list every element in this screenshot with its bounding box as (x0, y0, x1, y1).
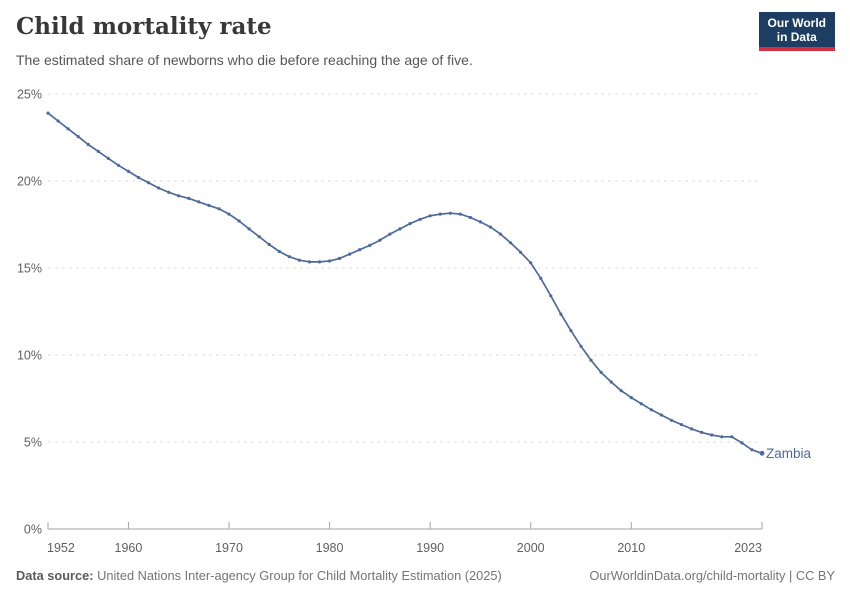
data-point-marker (498, 232, 503, 236)
x-axis-tick-label: 1960 (115, 541, 143, 555)
data-point-marker (66, 127, 70, 131)
data-point-marker (56, 119, 60, 123)
data-point-marker (599, 370, 603, 374)
x-axis-tick-label: 1990 (416, 541, 444, 555)
x-axis-tick-label: 1970 (215, 541, 243, 555)
data-point-marker (398, 227, 402, 231)
data-point-marker (297, 258, 301, 262)
data-point-marker (448, 211, 452, 215)
data-point-marker (227, 212, 231, 216)
data-point-marker (106, 156, 110, 160)
data-point-marker (519, 250, 523, 254)
series-label-zambia[interactable]: Zambia (766, 446, 812, 461)
data-point-marker (76, 135, 80, 139)
data-source-value: United Nations Inter-agency Group for Ch… (93, 568, 502, 583)
data-point-marker (589, 358, 593, 362)
data-point-marker (96, 149, 100, 153)
y-axis-tick-label: 20% (17, 175, 42, 189)
data-point-marker (720, 435, 724, 439)
data-source-text: Data source: United Nations Inter-agency… (16, 568, 502, 583)
data-point-marker (438, 212, 442, 216)
x-axis-tick-label: 2010 (617, 541, 645, 555)
data-point-marker (690, 427, 694, 431)
x-axis-tick-label: 1952 (47, 541, 75, 555)
data-source-label: Data source: (16, 568, 94, 583)
data-point-marker (46, 111, 50, 115)
data-point-marker (328, 259, 332, 263)
data-point-marker (730, 435, 734, 439)
data-point-marker (509, 241, 513, 245)
data-point-marker (609, 380, 613, 384)
data-point-marker (187, 196, 191, 200)
data-point-marker (368, 243, 372, 247)
data-point-marker (358, 248, 362, 252)
data-point-marker (740, 441, 744, 445)
data-point-marker (579, 344, 583, 348)
data-point-marker (338, 256, 342, 260)
data-point-marker (267, 242, 271, 247)
data-point-marker (237, 219, 241, 223)
data-point-marker (468, 215, 472, 220)
data-point-marker (669, 418, 674, 422)
data-point-marker (287, 255, 291, 259)
data-point-marker (408, 222, 412, 226)
data-point-marker (629, 396, 633, 400)
x-axis-tick-label: 2000 (517, 541, 545, 555)
page-title: Child mortality rate (16, 13, 272, 40)
data-point-marker (539, 276, 543, 280)
data-point-marker (207, 203, 211, 207)
data-point-marker (418, 217, 422, 221)
data-point-marker (388, 232, 392, 236)
zambia-line (47, 112, 763, 455)
data-point-marker (116, 163, 120, 167)
y-axis-tick-label: 5% (24, 436, 42, 450)
owid-logo[interactable]: Our World in Data (758, 12, 835, 51)
data-point-marker (378, 238, 382, 242)
data-point-marker (559, 312, 563, 316)
data-point-marker (348, 252, 352, 256)
data-point-marker (549, 294, 553, 298)
data-point-marker (759, 450, 765, 456)
data-point-marker (458, 212, 462, 216)
data-point-marker (126, 169, 131, 173)
data-point-marker (710, 433, 714, 437)
license-link[interactable]: OurWorldinData.org/child-mortality | CC … (589, 568, 835, 583)
data-point-marker (569, 329, 573, 333)
data-point-marker (619, 389, 623, 393)
y-axis-tick-label: 25% (17, 88, 42, 102)
data-point-marker (529, 261, 533, 265)
data-point-marker (639, 402, 643, 406)
data-point-marker (86, 142, 90, 147)
data-point-marker (649, 408, 654, 412)
data-point-marker (659, 413, 664, 417)
data-point-marker (307, 260, 312, 264)
data-point-marker (147, 181, 151, 185)
chart-subtitle: The estimated share of newborns who die … (16, 52, 473, 68)
y-axis-tick-label: 10% (17, 349, 42, 363)
x-axis-tick-label: 1980 (316, 541, 344, 555)
data-point-marker (488, 225, 493, 229)
data-point-marker (177, 194, 181, 198)
y-axis-tick-label: 0% (24, 523, 42, 537)
data-point-marker (428, 214, 432, 218)
data-point-marker (157, 186, 161, 190)
data-point-marker (317, 260, 322, 264)
owid-logo-line1: Our World (767, 16, 826, 30)
data-point-marker (247, 227, 251, 231)
data-point-marker (257, 235, 261, 239)
owid-logo-line2: in Data (776, 30, 817, 44)
data-point-marker (478, 220, 482, 224)
x-axis-tick-label: 2023 (734, 541, 762, 555)
y-axis-tick-label: 15% (17, 262, 42, 276)
data-point-marker (136, 175, 141, 180)
data-point-marker (679, 423, 684, 427)
data-point-marker (167, 190, 171, 194)
data-point-marker (217, 207, 221, 211)
data-point-marker (197, 200, 201, 204)
data-point-marker (750, 448, 754, 452)
data-point-marker (277, 249, 281, 254)
data-point-marker (700, 430, 704, 434)
